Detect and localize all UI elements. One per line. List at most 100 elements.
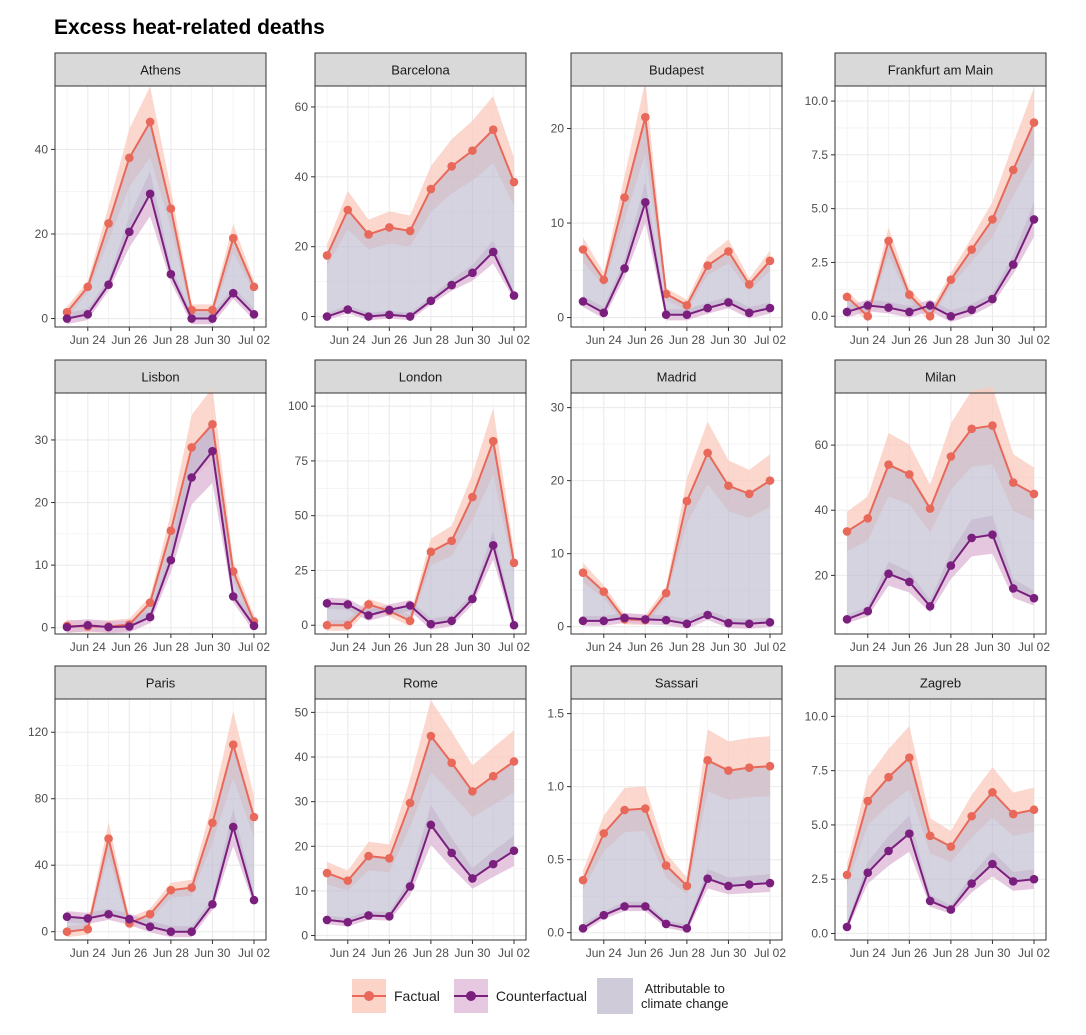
counterfactual-point xyxy=(641,902,650,911)
x-tick-label: Jun 30 xyxy=(194,640,230,654)
factual-line xyxy=(582,450,771,622)
counterfactual-point xyxy=(661,919,671,929)
facet-strip xyxy=(54,52,267,87)
factual-point xyxy=(578,568,588,577)
factual-point xyxy=(703,448,712,458)
x-tick-label: Jun 30 xyxy=(974,946,1010,960)
counterfactual-point xyxy=(447,280,456,290)
y-tick-label: 10 xyxy=(551,547,565,561)
factual-point xyxy=(104,219,113,228)
factual-point xyxy=(925,504,935,513)
factual-point xyxy=(385,223,394,232)
x-tick-label: Jun 26 xyxy=(891,946,927,960)
facet-london: London 0 25 50 75 100 Jun 24 Jun 26 Jun 28 Jun 30… xyxy=(288,359,530,654)
counterfactual-point xyxy=(405,601,415,610)
factual-line xyxy=(582,116,771,307)
figure-title: Excess heat-related deaths xyxy=(54,16,325,39)
y-tick-label: 0.0 xyxy=(811,926,828,940)
factual-point xyxy=(1008,165,1018,175)
counterfactual-line xyxy=(582,877,771,930)
y-tick-label: 20 xyxy=(295,839,309,853)
attributable-area xyxy=(327,129,514,317)
factual-line xyxy=(846,122,1035,319)
counterfactual-point xyxy=(322,312,332,321)
panel-border xyxy=(314,698,527,941)
x-tick-label: Jun 24 xyxy=(70,333,106,347)
counterfactual-point xyxy=(842,615,852,624)
legend-label-counterfactual: Counterfactual xyxy=(495,988,587,1004)
x-tick-label: Jul 02 xyxy=(238,640,270,654)
counterfactual-point xyxy=(426,820,436,830)
counterfactual-point xyxy=(1029,215,1039,224)
facet-frankfurt-am-main: Frankfurt am Main 0.0 2.5 5.0 7.5 10.0 Jun 24 J… xyxy=(805,52,1050,347)
counterfactual-line xyxy=(846,831,1035,928)
counterfactual-line xyxy=(582,201,771,316)
y-tick-label: 10 xyxy=(35,558,49,572)
facet-title: Frankfurt am Main xyxy=(888,63,993,78)
factual-point xyxy=(364,600,373,609)
counterfactual-point xyxy=(578,924,588,933)
x-tick-label: Jun 26 xyxy=(111,640,147,654)
y-tick-label: 10 xyxy=(295,884,309,898)
counterfactual-point xyxy=(863,606,873,616)
factual-point xyxy=(343,876,353,885)
counterfactual-point xyxy=(364,312,373,321)
counterfactual-point xyxy=(724,618,733,628)
attributable-area xyxy=(583,760,770,929)
factual-point xyxy=(509,177,519,187)
panel-border xyxy=(834,392,1047,635)
x-tick-label: Jun 28 xyxy=(933,640,969,654)
factual-point xyxy=(661,588,671,598)
counterfactual-point xyxy=(765,878,775,888)
counterfactual-line xyxy=(846,533,1035,621)
y-tick-label: 20 xyxy=(295,240,309,254)
x-tick-label: Jun 24 xyxy=(70,640,106,654)
factual-point xyxy=(125,153,134,163)
counterfactual-point xyxy=(364,611,373,620)
x-tick-label: Jun 30 xyxy=(194,946,230,960)
counterfactual-point xyxy=(641,197,650,207)
factual-point xyxy=(641,112,650,122)
factual-point xyxy=(599,829,609,838)
counterfactual-point xyxy=(946,311,956,321)
facet-title: Rome xyxy=(403,676,438,691)
counterfactual-point xyxy=(166,555,176,565)
counterfactual-point xyxy=(125,227,134,237)
counterfactual-point xyxy=(249,895,259,905)
x-tick-label: Jun 24 xyxy=(330,333,366,347)
x-tick-label: Jun 26 xyxy=(627,946,663,960)
counterfactual-point xyxy=(104,622,113,632)
counterfactual-point xyxy=(166,269,176,279)
factual-line xyxy=(846,424,1035,533)
y-tick-label: 40 xyxy=(295,170,309,184)
counterfactual-point xyxy=(426,296,436,306)
counterfactual-point xyxy=(1008,260,1018,269)
x-tick-label: Jul 02 xyxy=(498,946,530,960)
counterfactual-point xyxy=(62,622,72,632)
x-tick-label: Jun 30 xyxy=(710,333,746,347)
counterfactual-point xyxy=(884,303,893,312)
factual-point xyxy=(187,443,196,452)
factual-point xyxy=(946,452,956,461)
x-tick-label: Jun 28 xyxy=(669,333,705,347)
factual-point xyxy=(946,275,956,284)
counterfactual-point xyxy=(703,874,712,883)
facet-title: Zagreb xyxy=(920,676,961,691)
attributable-area xyxy=(847,122,1034,317)
y-tick-label: 0 xyxy=(41,312,48,326)
counterfactual-point xyxy=(509,620,519,630)
factual-point xyxy=(62,927,72,936)
counterfactual-point xyxy=(967,533,976,543)
y-tick-label: 20 xyxy=(815,568,829,582)
factual-point xyxy=(682,496,692,506)
counterfactual-point xyxy=(599,910,609,920)
factual-point xyxy=(166,885,176,895)
factual-band xyxy=(583,81,770,311)
facet-budapest: Budapest 0 10 20 Jun 24 Jun 26 Jun 28 Jun 30 Jul… xyxy=(551,52,786,347)
factual-point xyxy=(343,205,353,215)
y-tick-label: 10.0 xyxy=(805,94,829,108)
factual-point xyxy=(208,818,217,828)
legend-item-attributable: Attributable to climate change xyxy=(596,978,728,1014)
attributable-area xyxy=(583,452,770,624)
counterfactual-point xyxy=(905,307,914,317)
